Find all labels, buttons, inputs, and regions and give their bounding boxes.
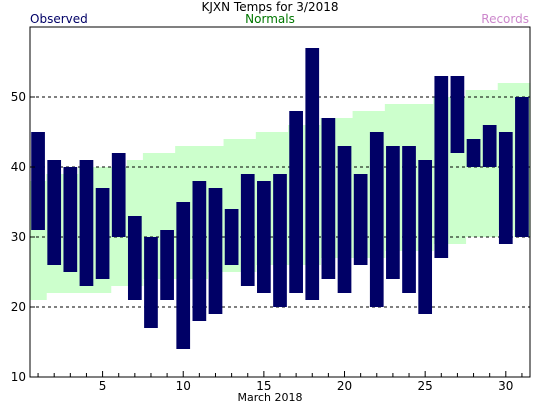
observed-bar-day-5 xyxy=(95,188,110,279)
observed-bar-day-1 xyxy=(31,132,45,230)
x-axis-title: March 2018 xyxy=(237,391,303,404)
x-tick-label-25: 25 xyxy=(418,379,433,393)
x-tick-label-30: 30 xyxy=(498,379,513,393)
x-tick-label-5: 5 xyxy=(99,379,107,393)
observed-bar-day-25 xyxy=(418,160,433,314)
y-tick-label-50: 50 xyxy=(11,90,26,104)
observed-bar-day-9 xyxy=(160,230,174,300)
observed-bar-day-18 xyxy=(305,48,320,300)
legend-observed: Observed xyxy=(30,12,88,26)
observed-bar-day-22 xyxy=(369,132,384,307)
observed-bar-day-7 xyxy=(127,216,142,300)
legend-records: Records xyxy=(481,12,529,26)
observed-bar-day-27 xyxy=(450,76,465,153)
observed-bar-day-14 xyxy=(240,174,255,286)
observed-bar-day-20 xyxy=(337,146,352,293)
observed-bar-day-29 xyxy=(482,125,497,167)
x-tick-label-15: 15 xyxy=(256,379,271,393)
observed-bar-day-19 xyxy=(321,118,336,279)
observed-bars xyxy=(31,48,529,349)
y-axis-ticks: 10 20 30 40 50 xyxy=(11,90,35,384)
x-tick-label-10: 10 xyxy=(176,379,191,393)
observed-bar-day-3 xyxy=(63,167,78,272)
legend-normals: Normals xyxy=(245,12,295,26)
y-tick-label-20: 20 xyxy=(11,300,26,314)
x-axis-ticks: 5 10 15 20 25 30 xyxy=(37,371,523,393)
chart-title: KJXN Temps for 3/2018 xyxy=(201,0,339,14)
y-tick-label-10: 10 xyxy=(11,370,26,384)
observed-bar-day-11 xyxy=(192,181,207,321)
observed-bar-day-13 xyxy=(224,209,239,265)
observed-bar-day-16 xyxy=(273,174,287,307)
observed-bar-day-28 xyxy=(466,139,481,167)
observed-bar-day-30 xyxy=(498,132,513,244)
observed-bar-day-24 xyxy=(402,146,416,293)
observed-bar-day-31 xyxy=(515,97,529,237)
x-tick-label-20: 20 xyxy=(337,379,352,393)
observed-bar-day-23 xyxy=(386,146,400,279)
y-tick-label-40: 40 xyxy=(11,160,26,174)
observed-bar-day-26 xyxy=(434,76,449,258)
observed-bar-day-12 xyxy=(208,188,223,314)
observed-bar-day-8 xyxy=(144,237,158,328)
observed-bar-day-21 xyxy=(353,174,368,265)
observed-bar-day-10 xyxy=(176,202,191,349)
observed-bar-day-6 xyxy=(111,153,126,237)
observed-bar-day-2 xyxy=(47,160,62,265)
observed-bar-day-17 xyxy=(289,111,303,293)
observed-bar-day-4 xyxy=(79,160,94,286)
y-tick-label-30: 30 xyxy=(11,230,26,244)
observed-bar-day-15 xyxy=(257,181,271,293)
